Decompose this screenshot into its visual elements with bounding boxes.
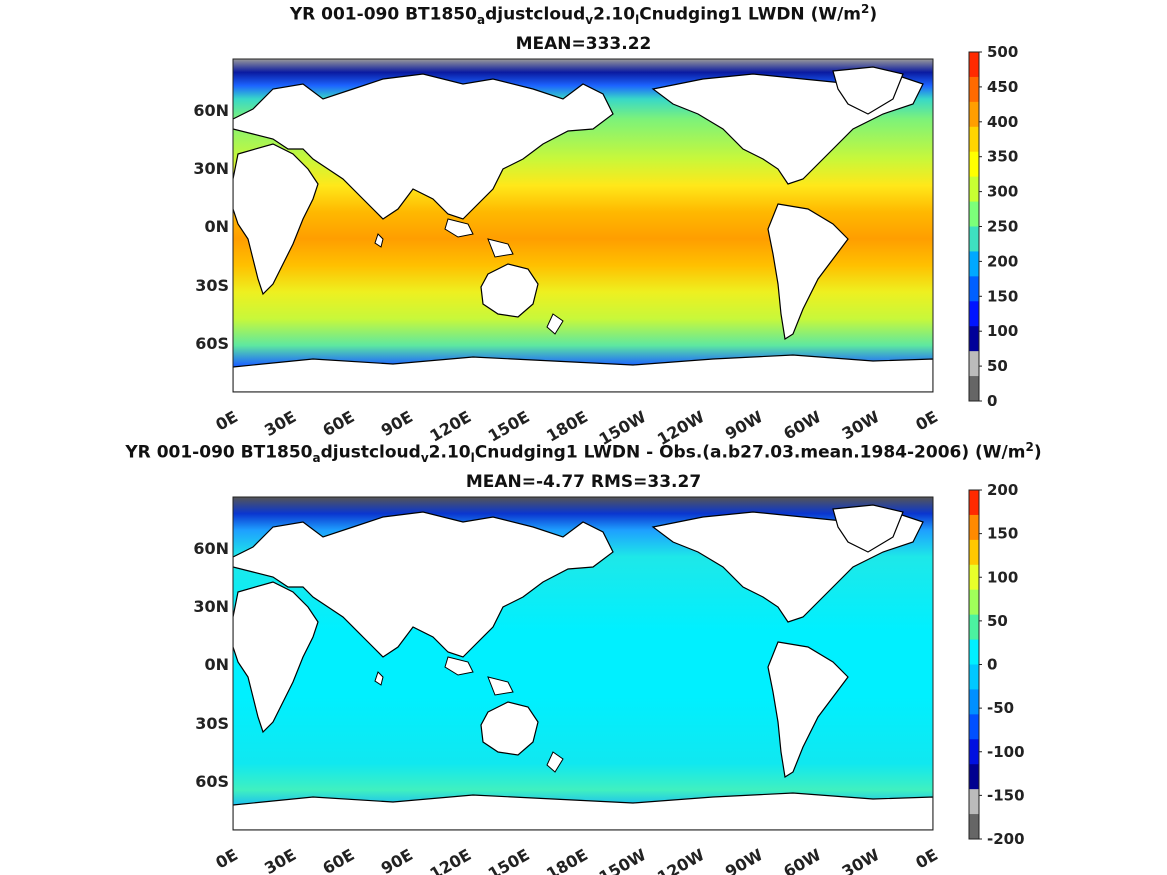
top-colorbar-swatch bbox=[969, 101, 979, 128]
bottom-colorbar-label: 200 bbox=[987, 481, 1018, 499]
top-colorbar-swatch bbox=[969, 376, 979, 402]
top-colorbar-label: 450 bbox=[987, 78, 1018, 96]
top-map bbox=[232, 58, 934, 393]
top-panel-subtitle: MEAN=333.22 bbox=[515, 34, 652, 54]
bottom-colorbar-label: -200 bbox=[987, 830, 1025, 848]
bottom-colorbar-swatch bbox=[969, 814, 979, 840]
bottom-colorbar-label: -100 bbox=[987, 743, 1025, 761]
top-colorbar-swatch bbox=[969, 276, 979, 302]
top-colorbar-label: 0 bbox=[987, 392, 997, 410]
bottom-lon-tick: 120W bbox=[654, 845, 708, 875]
top-colorbar-swatch bbox=[969, 351, 979, 377]
top-panel-title: YR 001-090 BT1850adjustcloudv2.10lCnudgi… bbox=[289, 2, 878, 28]
top-colorbar-swatch bbox=[969, 201, 979, 227]
bottom-map-frame bbox=[232, 496, 934, 831]
top-lon-tick: 90W bbox=[722, 407, 766, 444]
bottom-lon-tick: 180E bbox=[543, 845, 591, 875]
bottom-colorbar-label: 150 bbox=[987, 525, 1018, 543]
bottom-colorbar-label: -50 bbox=[987, 699, 1014, 717]
bottom-panel-title: YR 001-090 BT1850adjustcloudv2.10lCnudgi… bbox=[125, 440, 1042, 466]
top-lon-axis: 0E 30E 60E 90E 120E 150E 180E 150W 120W 90W 60W 30W… bbox=[212, 407, 941, 449]
top-lon-tick: 30W bbox=[839, 407, 883, 444]
bottom-lon-tick: 0E bbox=[212, 845, 241, 872]
top-colorbar-label: 50 bbox=[987, 357, 1008, 375]
top-colorbar-swatch bbox=[969, 326, 979, 352]
top-colorbar-swatch bbox=[969, 52, 979, 78]
top-lon-tick: 60E bbox=[319, 407, 357, 440]
top-lat-tick: 0N bbox=[204, 217, 229, 236]
top-colorbar-swatch bbox=[969, 176, 979, 203]
top-lon-tick: 60W bbox=[780, 407, 824, 444]
top-colorbar-swatch bbox=[969, 301, 979, 327]
top-colorbar-label: 300 bbox=[987, 183, 1018, 201]
top-colorbar-label: 500 bbox=[987, 43, 1018, 61]
bottom-colorbar-swatch bbox=[969, 714, 979, 740]
bottom-colorbar-swatch bbox=[969, 589, 979, 616]
top-lon-tick: 0E bbox=[212, 407, 241, 434]
bottom-lat-tick: 30N bbox=[193, 597, 229, 616]
top-colorbar-swatch bbox=[969, 251, 979, 277]
top-colorbar-label: 250 bbox=[987, 218, 1018, 236]
bottom-lat-tick: 30S bbox=[195, 714, 229, 733]
bottom-lon-tick: 0E bbox=[912, 845, 941, 872]
top-lat-tick: 30S bbox=[195, 276, 229, 295]
top-lon-tick: 150E bbox=[485, 407, 533, 446]
bottom-lon-tick: 90E bbox=[378, 845, 416, 875]
bottom-lon-tick: 30W bbox=[839, 845, 883, 875]
bottom-lon-tick: 120E bbox=[426, 845, 474, 875]
top-colorbar-label: 150 bbox=[987, 287, 1018, 305]
top-lon-tick: 150W bbox=[596, 407, 650, 449]
bottom-lon-tick: 150E bbox=[485, 845, 533, 875]
top-colorbar-label: 200 bbox=[987, 252, 1018, 270]
top-lon-tick: 120W bbox=[654, 407, 708, 449]
bottom-colorbar-swatch bbox=[969, 490, 979, 516]
top-lon-tick: 30E bbox=[261, 407, 299, 440]
top-lon-tick: 180E bbox=[543, 407, 591, 446]
bottom-lat-tick: 0N bbox=[204, 655, 229, 674]
bottom-colorbar-label: 0 bbox=[987, 656, 997, 674]
top-lat-tick: 60N bbox=[193, 101, 229, 120]
bottom-colorbar-swatch bbox=[969, 539, 979, 566]
bottom-colorbar: 200 150 100 50 0 -50 -100 -150 -200 bbox=[968, 481, 1025, 848]
bottom-panel-subtitle: MEAN=-4.77 RMS=33.27 bbox=[465, 472, 702, 492]
bottom-lat-axis: 60N 30N 0N 30S 60S bbox=[193, 539, 229, 791]
bottom-colorbar-swatch bbox=[969, 739, 979, 765]
top-lon-tick: 0E bbox=[912, 407, 941, 434]
bottom-colorbar-label: -150 bbox=[987, 786, 1025, 804]
top-lat-axis: 60N 30N 0N 30S 60S bbox=[193, 101, 229, 353]
top-colorbar-swatch bbox=[969, 126, 979, 153]
bottom-colorbar-swatch bbox=[969, 614, 979, 641]
top-colorbar-label: 350 bbox=[987, 148, 1018, 166]
bottom-colorbar-label: 50 bbox=[987, 612, 1008, 630]
bottom-lat-tick: 60N bbox=[193, 539, 229, 558]
top-colorbar-swatch bbox=[969, 226, 979, 252]
top-colorbar-label: 400 bbox=[987, 113, 1018, 131]
bottom-colorbar-swatch bbox=[969, 689, 979, 715]
bottom-lon-tick: 60W bbox=[780, 845, 824, 875]
top-map-frame bbox=[232, 58, 934, 393]
bottom-colorbar-swatch bbox=[969, 564, 979, 591]
bottom-colorbar-swatch bbox=[969, 639, 979, 665]
top-lat-tick: 60S bbox=[195, 334, 229, 353]
top-colorbar-swatch bbox=[969, 151, 979, 178]
bottom-lon-axis: 0E 30E 60E 90E 120E 150E 180E 150W 120W 90W 60W 30W… bbox=[212, 845, 941, 875]
top-colorbar-swatch bbox=[969, 76, 979, 103]
top-lat-tick: 30N bbox=[193, 159, 229, 178]
bottom-lon-tick: 90W bbox=[722, 845, 766, 875]
bottom-lat-tick: 60S bbox=[195, 772, 229, 791]
top-colorbar-label: 100 bbox=[987, 322, 1018, 340]
bottom-colorbar-swatch bbox=[969, 514, 979, 541]
bottom-colorbar-swatch bbox=[969, 789, 979, 815]
bottom-colorbar-swatch bbox=[969, 764, 979, 790]
bottom-lon-tick: 150W bbox=[596, 845, 650, 875]
bottom-colorbar-swatch bbox=[969, 664, 979, 690]
bottom-colorbar-label: 100 bbox=[987, 568, 1018, 586]
bottom-lon-tick: 30E bbox=[261, 845, 299, 875]
top-lon-tick: 90E bbox=[378, 407, 416, 440]
bottom-lon-tick: 60E bbox=[319, 845, 357, 875]
bottom-map bbox=[232, 496, 934, 831]
top-lon-tick: 120E bbox=[426, 407, 474, 446]
